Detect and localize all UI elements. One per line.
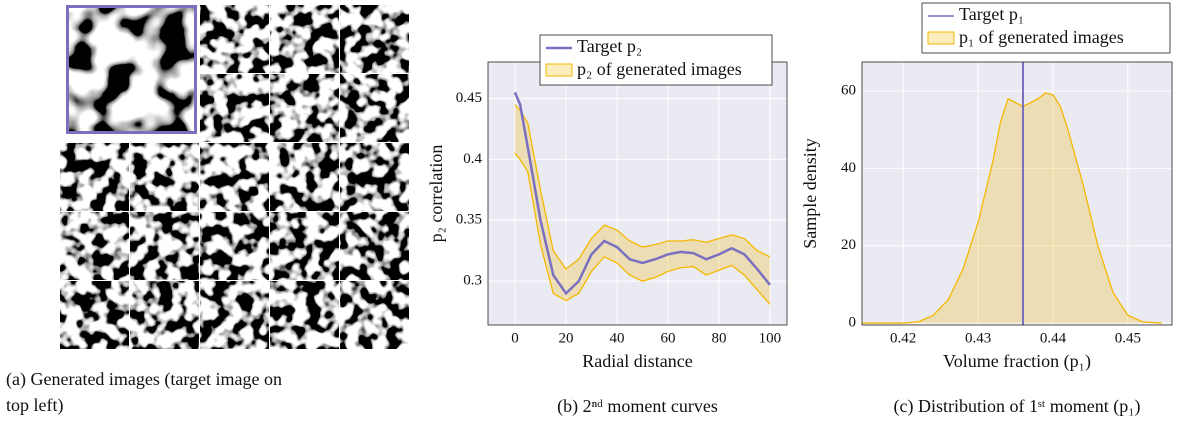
legend-swatch (545, 63, 573, 77)
generated-image (270, 143, 339, 211)
x-tick-label: 0 (511, 330, 519, 346)
target-line (513, 91, 771, 296)
generated-image (340, 74, 409, 142)
generated-image (340, 143, 409, 211)
x-tick-label: 20 (559, 330, 574, 346)
generated-image (200, 143, 269, 211)
y-axis-label: p₂ correlation (426, 145, 446, 243)
generated-image (130, 143, 199, 211)
y-tick-label: 0.35 (456, 212, 482, 228)
x-tick-label: 60 (660, 330, 675, 346)
generated-image (200, 5, 269, 73)
y-tick-label: 0.3 (463, 273, 482, 289)
legend-label: p₂ of generated images (577, 59, 742, 79)
image-grid (60, 5, 409, 349)
axes-frame (861, 61, 1173, 326)
y-tick-label: 40 (841, 160, 856, 176)
y-tick-label: 60 (841, 82, 856, 98)
y-tick-label: 0.4 (463, 151, 482, 167)
band-edge (514, 152, 771, 305)
plot-area (862, 62, 1172, 325)
generated-image (270, 212, 339, 280)
x-axis-label: Volume fraction (p₁) (943, 351, 1091, 372)
target-image (66, 5, 197, 134)
legend-label: p₁ of generated images (959, 27, 1124, 47)
x-tick-label: 40 (609, 330, 624, 346)
caption: (a) Generated images (target image on to… (6, 369, 283, 415)
generated-image (270, 281, 339, 349)
generated-image (60, 143, 129, 211)
x-tick-label: 0.43 (965, 330, 991, 346)
generated-image (60, 212, 129, 280)
x-tick-label: 100 (759, 330, 782, 346)
legend-swatch (927, 31, 955, 45)
y-tick-label: 20 (841, 237, 856, 253)
generated-image (270, 74, 339, 142)
x-axis-label: Radial distance (582, 351, 692, 371)
density-line (862, 92, 1162, 324)
generated-image (130, 281, 199, 349)
generated-image (60, 281, 129, 349)
caption: (b) 2ⁿᵈ moment curves (557, 396, 718, 417)
legend-box (921, 2, 1171, 54)
generated-image (340, 212, 409, 280)
generated-image (200, 212, 269, 280)
generated-image (200, 281, 269, 349)
x-tick-label: 0.44 (1040, 330, 1067, 346)
generated-image (340, 5, 409, 73)
generated-image (340, 281, 409, 349)
y-tick-label: 0 (849, 315, 857, 331)
x-tick-label: 0.45 (1115, 330, 1141, 346)
band-edge (514, 104, 771, 270)
density-area (862, 92, 1162, 324)
generated-image (130, 212, 199, 280)
y-axis-label: Sample density (800, 138, 820, 249)
generated-image (270, 5, 339, 73)
legend-label: Target p₁ (959, 4, 1024, 24)
x-tick-label: 0.42 (890, 330, 916, 346)
legend-label: Target p₂ (577, 36, 642, 56)
generated-image (200, 74, 269, 142)
caption: (c) Distribution of 1ˢᵗ moment (p₁) (894, 396, 1141, 417)
band (515, 104, 770, 305)
legend-box (539, 34, 773, 86)
y-tick-label: 0.45 (456, 90, 482, 106)
target-border (66, 5, 197, 134)
x-tick-label: 80 (711, 330, 726, 346)
